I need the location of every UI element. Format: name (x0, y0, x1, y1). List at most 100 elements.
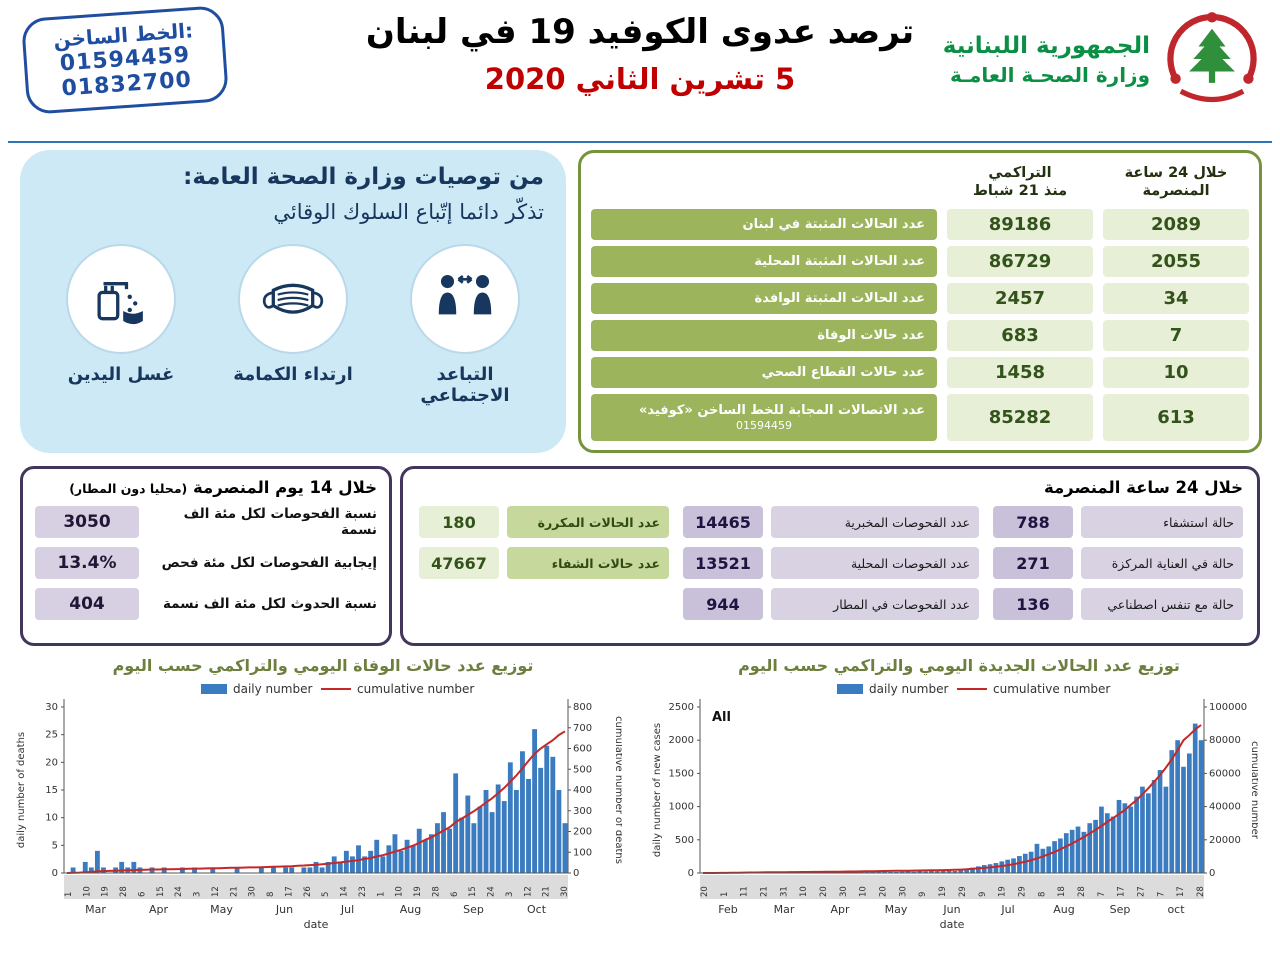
daily-value-local: 2055 (1103, 246, 1249, 277)
svg-text:100: 100 (573, 847, 592, 858)
svg-text:24: 24 (174, 886, 184, 897)
svg-text:5: 5 (52, 840, 58, 851)
svg-text:May: May (210, 903, 233, 916)
value-icu: 271 (993, 547, 1073, 579)
svg-text:10: 10 (82, 886, 92, 897)
svg-text:19: 19 (998, 886, 1008, 897)
svg-text:15: 15 (468, 886, 478, 897)
svg-text:21: 21 (760, 886, 770, 897)
stat-row-duplicate-cases: عدد الحالات المكررة 180 (419, 506, 669, 538)
svg-text:17: 17 (1117, 886, 1127, 897)
svg-text:cumulative number: cumulative number (993, 682, 1110, 696)
hand-washing-icon (97, 282, 143, 325)
stat-row-airport-tests: عدد الفحوصات في المطار 944 (683, 588, 979, 620)
stat-label-imported: عدد الحالات المثبتة الوافدة (591, 283, 937, 314)
recommendations-items: التباعد الاجتماعي ارتداء الكمامة (42, 244, 544, 406)
svg-text:All: All (712, 710, 731, 725)
svg-text:Apr: Apr (149, 903, 169, 916)
svg-text:80000: 80000 (1209, 735, 1241, 746)
stat-label-confirmed-total: عدد الحالات المثبتة في لبنان (591, 209, 937, 240)
cumulative-value-deaths: 683 (947, 320, 1093, 351)
svg-text:500: 500 (573, 764, 592, 775)
recommendation-label: التباعد الاجتماعي (420, 364, 510, 406)
svg-text:28: 28 (119, 886, 129, 897)
recommendation-label: غسل اليدين (67, 364, 175, 385)
daily-value-health-sector: 10 (1103, 357, 1249, 388)
svg-text:0: 0 (1209, 868, 1215, 879)
svg-text:May: May (885, 903, 908, 916)
svg-text:15: 15 (45, 785, 58, 796)
svg-text:daily number: daily number (869, 682, 948, 696)
svg-text:12: 12 (211, 886, 221, 897)
fourteen-day-panel: خلال 14 يوم المنصرمة (محليا دون المطار) … (20, 466, 392, 646)
svg-text:30: 30 (560, 886, 570, 897)
svg-text:28: 28 (1077, 886, 1087, 897)
ministry-emblem-icon (1167, 12, 1257, 103)
svg-text:21: 21 (542, 886, 552, 897)
svg-text:17: 17 (284, 886, 294, 897)
svg-text:11: 11 (740, 886, 750, 897)
stat-row-ventilator: حالة مع تنفس اصطناعي 136 (993, 588, 1243, 620)
svg-text:9: 9 (978, 892, 988, 897)
chart-canvas: 0 500 1000 1500 2000 2500 0 20000 40000 60000 8000… (652, 682, 1260, 931)
svg-text:800: 800 (573, 702, 592, 713)
column-header-daily: خلال 24 ساعة المنصرمة (1124, 164, 1228, 199)
svg-text:25: 25 (45, 730, 58, 741)
svg-text:Mar: Mar (774, 903, 795, 916)
cumulative-value-local: 86729 (947, 246, 1093, 277)
stat-row-incidence: نسبة الحدوث لكل مئة الف نسمة 404 (35, 588, 377, 620)
value-tests-per-100k: 3050 (35, 506, 139, 538)
svg-text:100000: 100000 (1209, 702, 1247, 713)
svg-text:23: 23 (358, 886, 368, 897)
svg-text:30: 30 (898, 886, 908, 897)
svg-text:Mar: Mar (85, 903, 106, 916)
daily-value-imported: 34 (1103, 283, 1249, 314)
svg-text:19: 19 (938, 886, 948, 897)
ministry-line2: وزارة الصحـة العامـة (949, 63, 1150, 87)
svg-text:6: 6 (137, 892, 147, 897)
svg-text:30: 30 (839, 886, 849, 897)
deaths-chart-block: توزيع عدد حالات الوفاة اليومي والتراكمي … (12, 656, 634, 943)
new-cases-chart: 0 500 1000 1500 2000 2500 0 20000 40000 60000 8000… (648, 677, 1270, 943)
value-lab-tests: 14465 (683, 506, 763, 538)
deaths-chart-title: توزيع عدد حالات الوفاة اليومي والتراكمي … (112, 656, 534, 675)
recovery-column: عدد الحالات المكررة 180 عدد حالات الشفاء… (419, 506, 669, 620)
svg-text:600: 600 (573, 744, 592, 755)
summary-stats-table: خلال 24 ساعة المنصرمة التراكمي منذ 21 شب… (591, 161, 1249, 442)
svg-text:daily number: daily number (233, 682, 312, 696)
value-duplicate-cases: 180 (419, 506, 499, 538)
hotline-box: الخط الساخن: 01594459 01832700 (20, 5, 230, 115)
cedar-tree-icon (1189, 28, 1235, 83)
value-airport-tests: 944 (683, 588, 763, 620)
svg-text:3: 3 (193, 892, 203, 897)
value-incidence: 404 (35, 588, 139, 620)
svg-text:20: 20 (700, 886, 710, 897)
svg-text:17: 17 (1176, 886, 1186, 897)
ministry-line1: الجمهورية اللبنانية (942, 33, 1150, 59)
svg-text:15: 15 (156, 886, 166, 897)
stat-row-positivity: إيجابية الفحوصات لكل مئة فحص 13.4% (35, 547, 377, 579)
svg-text:Oct: Oct (527, 903, 547, 916)
svg-text:2500: 2500 (669, 702, 694, 713)
ministry-logo: الجمهورية اللبنانية وزارة الصحـة العامـة (943, 8, 1264, 112)
stat-row-icu: حالة في العناية المركزة 271 (993, 547, 1243, 579)
stat-label-deaths: عدد حالات الوفاة (591, 320, 937, 351)
value-local-tests: 13521 (683, 547, 763, 579)
svg-text:10: 10 (799, 886, 809, 897)
svg-text:2000: 2000 (669, 735, 694, 746)
svg-text:Jun: Jun (942, 903, 960, 916)
value-positivity: 13.4% (35, 547, 139, 579)
stat-label-hotline-calls: عدد الاتصالات المجابة للخط الساخن «كوفيد… (591, 394, 937, 441)
social-distancing-icon (438, 274, 492, 315)
daily-value-hotline-calls: 613 (1103, 394, 1249, 441)
svg-text:700: 700 (573, 723, 592, 734)
svg-text:400: 400 (573, 785, 592, 796)
svg-text:0: 0 (52, 868, 58, 879)
svg-text:cumulative number: cumulative number (357, 682, 474, 696)
stat-label-local: عدد الحالات المثبتة المحلية (591, 246, 937, 277)
svg-text:Sep: Sep (463, 903, 484, 916)
svg-text:daily number of new cases: daily number of new cases (652, 723, 663, 857)
svg-text:1500: 1500 (669, 768, 694, 779)
